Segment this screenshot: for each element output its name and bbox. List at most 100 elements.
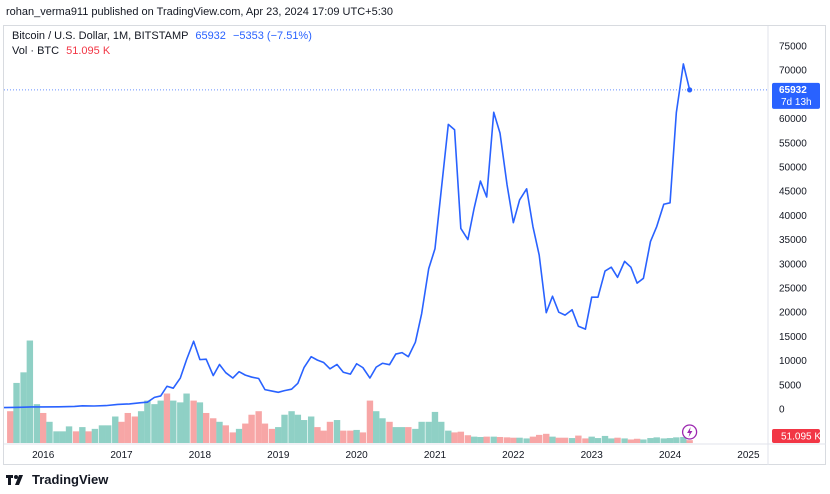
brand-footer[interactable]: TradingView — [6, 472, 108, 487]
price-tag-value: 65932 — [779, 85, 807, 96]
volume-bar — [568, 438, 576, 443]
volume-bar — [131, 416, 139, 443]
volume-bar — [59, 431, 66, 443]
volume-bar — [529, 436, 537, 443]
volume-bar — [373, 411, 380, 443]
y-tick-label: 0 — [779, 405, 785, 416]
price-tag-box — [772, 82, 820, 109]
volume-bar — [320, 430, 327, 443]
volume-bar — [680, 436, 687, 443]
volume-bar — [353, 429, 360, 443]
volume-bar — [300, 420, 308, 443]
volume-bar — [222, 425, 229, 443]
volume-bar — [582, 438, 589, 443]
volume-bar — [535, 434, 543, 443]
volume-value: 51.095 K — [66, 45, 111, 57]
volume-bar — [85, 431, 92, 443]
price-tag-countdown: 7d 13h — [781, 97, 812, 108]
volume-bar — [666, 438, 674, 443]
symbol-legend[interactable]: Bitcoin / U.S. Dollar, 1M, BITSTAMP 6593… — [12, 30, 312, 42]
x-tick-label: 2025 — [737, 450, 760, 461]
volume-bar — [347, 430, 354, 443]
volume-bar — [46, 421, 53, 443]
volume-bar — [627, 439, 635, 443]
volume-bar — [640, 439, 647, 443]
volume-bar — [235, 428, 243, 443]
volume-bar — [673, 437, 680, 443]
volume-bar — [326, 421, 334, 443]
volume-bar — [210, 418, 217, 443]
volume-bar — [438, 421, 445, 443]
volume-bar — [386, 421, 393, 443]
y-tick-label: 75000 — [779, 42, 807, 53]
volume-bar — [594, 438, 602, 443]
volume-bar — [190, 400, 197, 443]
volume-bar — [288, 411, 295, 443]
volume-bar — [647, 438, 654, 443]
volume-bar — [151, 404, 158, 443]
volume-bar — [608, 438, 615, 443]
volume-bar — [229, 432, 237, 443]
volume-bar — [79, 427, 86, 443]
volume-bar — [248, 414, 255, 443]
volume-bar — [503, 437, 511, 443]
volume-bar — [112, 416, 119, 443]
volume-bar — [26, 340, 34, 443]
volume-bar — [660, 438, 667, 443]
volume-bar — [490, 436, 497, 443]
brand-name: TradingView — [32, 472, 109, 487]
price-change: −5353 (−7.51%) — [232, 30, 312, 42]
volume-bar — [633, 438, 641, 443]
volume-bar — [425, 421, 432, 443]
volume-bar — [431, 411, 439, 443]
volume-bar — [196, 402, 204, 443]
x-tick-label: 2018 — [189, 450, 212, 461]
volume-bar — [686, 440, 693, 443]
volume-bar — [118, 421, 125, 443]
volume-bar — [621, 438, 628, 443]
volume-label: Vol · BTC — [12, 45, 60, 57]
volume-bar — [340, 430, 347, 443]
volume-bar — [144, 400, 151, 443]
y-tick-label: 10000 — [779, 356, 807, 367]
volume-bar — [543, 433, 550, 443]
x-tick-label: 2023 — [581, 450, 604, 461]
volume-bar — [359, 432, 367, 443]
last-price: 65932 — [195, 30, 226, 42]
symbol-name: Bitcoin / U.S. Dollar, 1M, BITSTAMP — [12, 30, 189, 42]
volume-bar — [183, 393, 190, 443]
volume-bar — [307, 416, 315, 443]
volume-bar — [412, 428, 419, 443]
volume-bar — [255, 411, 262, 443]
volume-bar — [398, 427, 406, 443]
volume-legend[interactable]: Vol · BTC 51.095 K — [12, 45, 110, 57]
x-tick-label: 2020 — [345, 450, 368, 461]
tradingview-logo-icon — [6, 474, 23, 485]
volume-bar — [294, 414, 302, 443]
volume-bar — [124, 412, 132, 443]
volume-bar — [575, 435, 582, 443]
y-tick-label: 50000 — [779, 163, 807, 174]
volume-bar — [653, 437, 660, 443]
volume-tag-box — [772, 429, 820, 443]
volume-bar — [157, 400, 164, 443]
volume-bar — [163, 393, 171, 443]
volume-bar — [170, 400, 177, 443]
volume-bar — [561, 437, 569, 443]
volume-bar — [457, 431, 465, 443]
volume-bar — [470, 436, 478, 443]
publisher-line: rohan_verma911 published on TradingView.… — [6, 6, 393, 18]
y-tick-label: 60000 — [779, 114, 807, 125]
x-tick-label: 2024 — [659, 450, 682, 461]
y-tick-label: 25000 — [779, 284, 807, 295]
volume-bar — [555, 437, 562, 443]
volume-bar — [392, 427, 399, 443]
y-tick-label: 45000 — [779, 187, 807, 198]
x-tick-label: 2019 — [267, 450, 290, 461]
volume-bar — [72, 431, 80, 443]
y-tick-label: 55000 — [779, 138, 807, 149]
x-tick-label: 2022 — [502, 450, 525, 461]
y-tick-label: 5000 — [779, 380, 802, 391]
y-tick-label: 35000 — [779, 235, 807, 246]
